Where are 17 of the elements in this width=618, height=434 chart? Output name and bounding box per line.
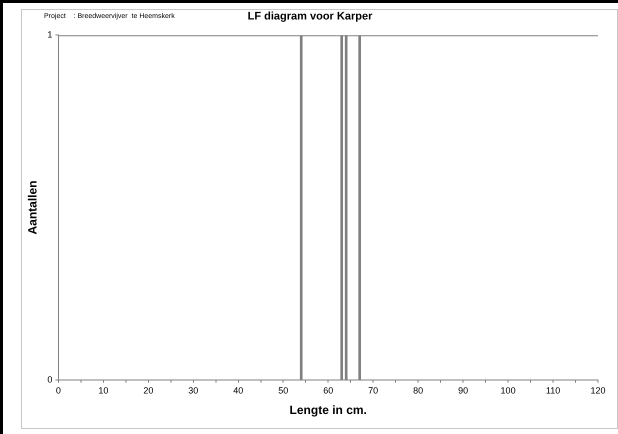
x-tick-label: 100: [500, 386, 516, 396]
x-tick-label: 120: [590, 386, 606, 396]
x-tick-label: 110: [546, 386, 560, 396]
x-tick-label: 80: [413, 386, 424, 396]
y-tick-label: 1: [47, 30, 52, 40]
x-tick-label: 30: [188, 386, 198, 396]
y-axis-title: Aantallen: [26, 180, 40, 235]
x-tick-label: 90: [458, 386, 468, 396]
x-tick-label: 40: [233, 386, 244, 396]
x-tick-label: 0: [56, 386, 61, 396]
x-tick-label: 50: [278, 386, 288, 396]
x-tick-label: 60: [323, 386, 334, 396]
x-tick-label: 10: [98, 386, 108, 396]
x-axis-title: Lengte in cm.: [290, 403, 367, 418]
x-tick-label: 70: [368, 386, 378, 396]
x-tick-label: 20: [143, 386, 154, 396]
chart-title: LF diagram voor Karper: [248, 10, 374, 23]
